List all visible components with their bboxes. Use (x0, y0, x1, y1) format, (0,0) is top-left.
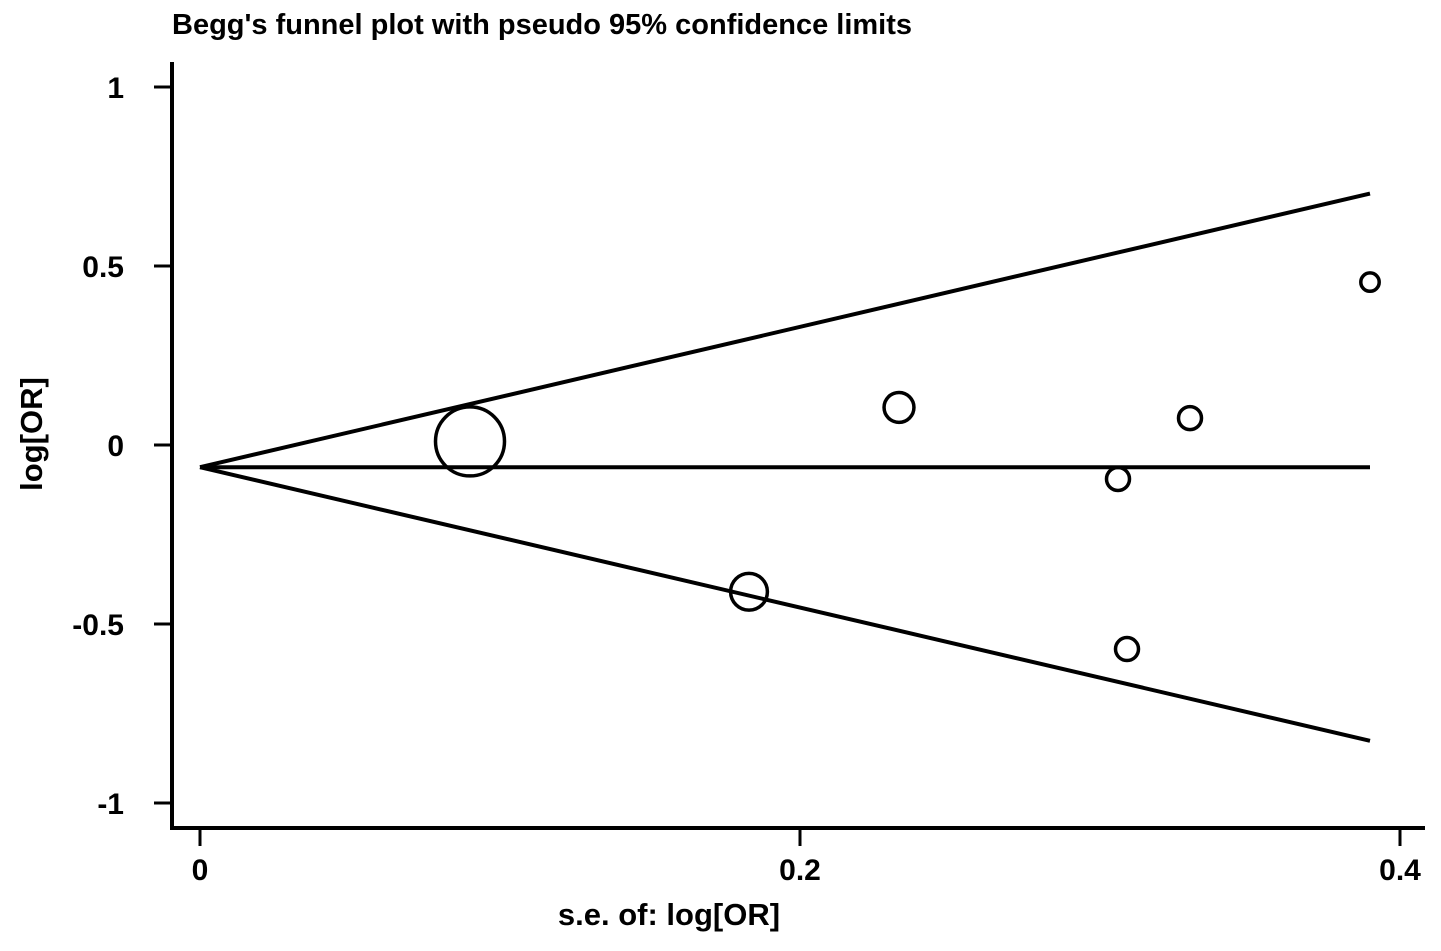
y-axis-label: log[OR] (14, 377, 49, 491)
y-tick-label: -1 (97, 788, 124, 821)
study-point (1176, 404, 1204, 432)
y-tick-label: 0.5 (82, 251, 124, 284)
funnel-lines-layer (199, 191, 1371, 743)
upper-confidence-limit-line (199, 191, 1371, 470)
y-tick-label: 1 (107, 72, 124, 105)
x-axis-label: s.e. of: log[OR] (558, 897, 780, 932)
study-point (1104, 465, 1132, 493)
study-points-layer (433, 271, 1381, 663)
y-tick-label: -0.5 (72, 609, 124, 642)
x-tick-label: 0.2 (779, 854, 821, 887)
x-tick-label: 0.4 (1379, 854, 1421, 887)
study-point (433, 405, 507, 478)
lower-confidence-limit-line (199, 465, 1371, 743)
study-point (728, 571, 770, 612)
y-tick-label: 0 (107, 430, 124, 463)
study-point (1113, 635, 1141, 663)
chart-title: Begg's funnel plot with pseudo 95% confi… (172, 9, 912, 41)
study-point (1359, 271, 1381, 294)
axes-layer: 1 0.5 0 -0.5 -1 0 0.2 0.4 (72, 62, 1425, 887)
x-tick-label: 0 (192, 854, 209, 887)
study-point (882, 390, 916, 425)
